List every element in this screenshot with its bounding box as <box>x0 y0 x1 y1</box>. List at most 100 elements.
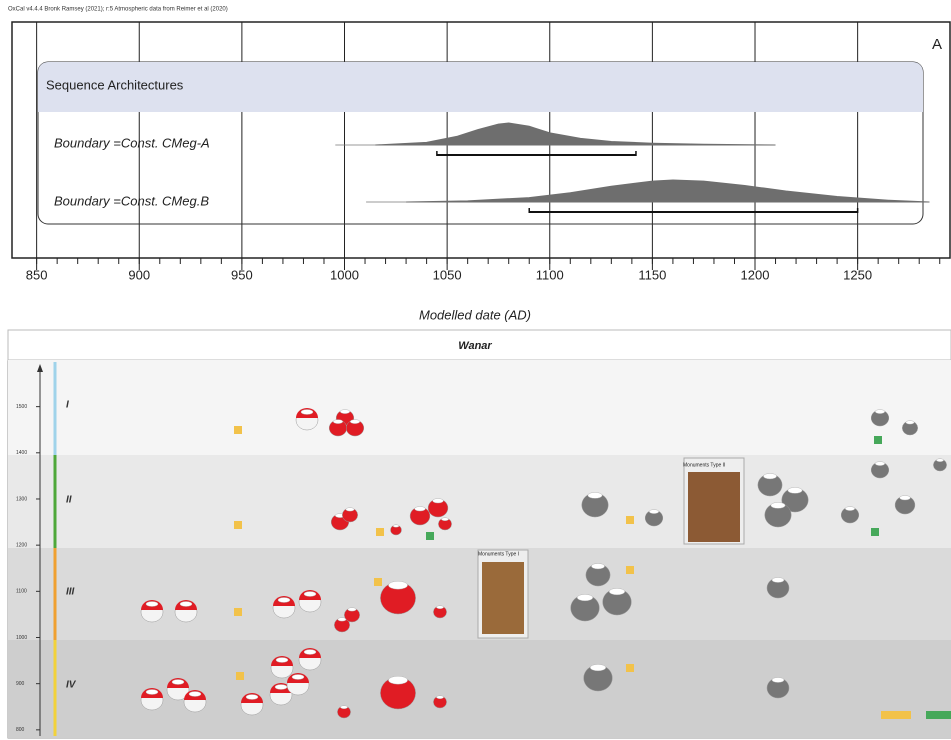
density <box>406 179 930 203</box>
marker <box>874 436 882 444</box>
vessel-mouth <box>171 679 185 685</box>
vessel-mouth <box>432 498 444 504</box>
y-tick-label: 1100 <box>16 589 27 595</box>
vessel-mouth <box>333 419 344 424</box>
vessel-mouth <box>591 563 605 570</box>
vessel-mouth <box>303 591 317 597</box>
series-label: Boundary =Const. CMeg-A <box>54 135 210 150</box>
density <box>375 122 776 146</box>
y-tick-label: 1400 <box>16 450 27 456</box>
marker <box>871 528 879 536</box>
y-tick-label: 1500 <box>16 404 27 410</box>
vessel-mouth <box>436 605 444 609</box>
grid <box>36 22 859 258</box>
photo <box>688 472 740 542</box>
vessel-mouth <box>590 664 607 672</box>
marker <box>626 566 634 574</box>
marker <box>926 711 951 719</box>
panel-label: A <box>932 36 942 53</box>
x-tick-label: 1050 <box>433 267 462 282</box>
vessel-mouth <box>441 517 449 521</box>
vessel-mouth <box>905 420 915 425</box>
vessel-mouth <box>275 657 289 663</box>
vessel-mouth <box>577 594 594 602</box>
vessel-mouth <box>145 689 159 695</box>
x-tick-label: 1150 <box>638 267 666 282</box>
plot-frame <box>11 21 951 259</box>
vessel-mouth <box>649 509 660 514</box>
annotation: Monuments Type II <box>683 462 725 468</box>
x-tick-label: 1250 <box>843 267 872 282</box>
marker <box>626 664 634 672</box>
phase-label: III <box>66 587 75 598</box>
marker <box>626 516 634 524</box>
y-tick-label: 1200 <box>16 542 27 548</box>
marker <box>374 578 382 586</box>
x-tick-label: 1000 <box>330 267 359 282</box>
group-header <box>38 62 923 112</box>
vessel-mouth <box>875 409 886 414</box>
vessel-mouth <box>899 495 911 501</box>
vessel-mouth <box>245 694 259 700</box>
phase-row <box>8 640 951 738</box>
vessel-mouth <box>274 684 288 690</box>
vessel-mouth <box>609 588 626 596</box>
vessel-mouth <box>291 674 305 680</box>
vessel-mouth <box>770 502 786 509</box>
vessel-mouth <box>845 506 856 511</box>
x-tick-label: 950 <box>231 267 253 282</box>
vessel-mouth <box>763 473 777 480</box>
vessel-mouth <box>771 677 785 683</box>
vessel-mouth <box>875 461 886 466</box>
phase-row <box>8 360 951 455</box>
vessel-mouth <box>787 487 803 494</box>
marker <box>236 672 244 680</box>
series-label: Boundary =Const. CMeg.B <box>54 193 209 208</box>
phase-row <box>8 455 951 548</box>
marker <box>234 608 242 616</box>
x-tick-label: 900 <box>128 267 150 282</box>
vessel-mouth <box>300 409 314 415</box>
vessel-mouth <box>587 492 603 499</box>
phase-label: II <box>66 495 72 506</box>
y-tick-label: 1300 <box>16 496 27 502</box>
marker <box>234 426 242 434</box>
annotation: Monuments Type I <box>478 551 519 557</box>
y-tick-label: 1000 <box>16 635 27 641</box>
vessel-mouth <box>771 577 785 583</box>
vessel-mouth <box>350 419 361 424</box>
photo <box>482 562 524 634</box>
x-axis-label: Modelled date (AD) <box>419 307 531 322</box>
vessel-mouth <box>436 695 444 699</box>
marker <box>881 711 911 719</box>
marker <box>426 532 434 540</box>
vessel-mouth <box>392 524 400 528</box>
vessel-mouth <box>414 506 426 512</box>
phase-label: IV <box>66 680 77 691</box>
vessel-mouth <box>345 507 355 512</box>
marker <box>234 521 242 529</box>
vessel-mouth <box>277 597 291 603</box>
vessel-mouth <box>188 691 202 697</box>
x-tick-label: 1100 <box>536 267 564 282</box>
vessel-mouth <box>340 409 351 414</box>
vessel-mouth <box>303 649 317 655</box>
y-tick-label: 800 <box>16 727 25 733</box>
phase-label: I <box>66 400 69 411</box>
y-tick-label: 900 <box>16 681 25 687</box>
y-arrow <box>37 364 43 372</box>
marker <box>376 528 384 536</box>
vessels <box>140 408 951 719</box>
vessel-mouth <box>388 676 408 685</box>
panel-b-titlebar <box>7 329 951 361</box>
group-label: Sequence Architectures <box>46 77 184 92</box>
x-tick-label: 1200 <box>741 267 770 282</box>
vessel-mouth <box>340 705 348 709</box>
vessel-mouth <box>388 581 408 590</box>
panel-b-title: Wanar <box>458 340 492 352</box>
vessel-mouth <box>179 601 193 607</box>
x-tick-label: 850 <box>26 267 48 282</box>
vessel-mouth <box>347 607 357 612</box>
vessel-mouth <box>145 601 159 607</box>
